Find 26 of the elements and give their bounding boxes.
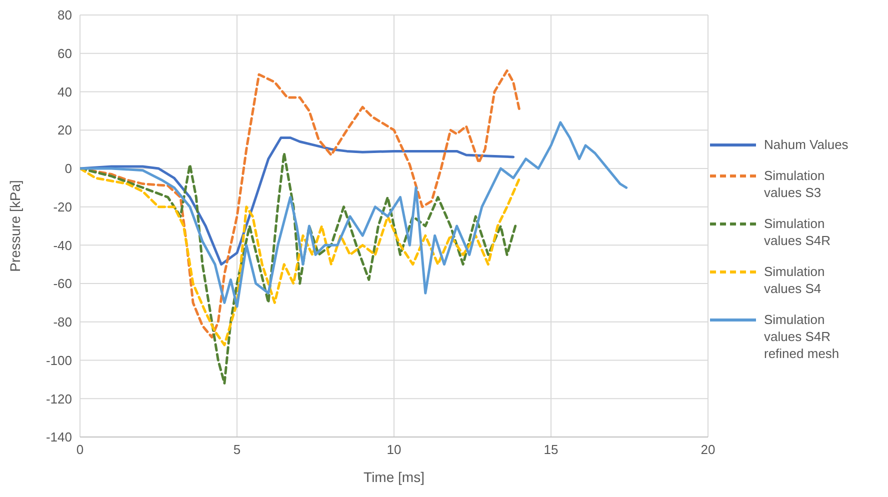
legend-label: Nahum Values — [764, 136, 850, 152]
x-tick-label: 0 — [76, 442, 84, 458]
y-tick-label: -20 — [53, 199, 72, 214]
y-tick-label: -120 — [46, 391, 72, 406]
line-series — [80, 121, 628, 308]
y-tick-label: -80 — [53, 314, 72, 330]
y-tick-label: -60 — [53, 276, 72, 292]
x-tick-label: 15 — [544, 442, 558, 458]
x-tick-label: 20 — [700, 442, 716, 458]
y-axis-title: Pressure [kPa] — [6, 180, 23, 272]
legend-label: Simulation values S4 — [764, 262, 826, 296]
y-tick-label: -140 — [46, 430, 72, 445]
y-tick-label: 60 — [58, 46, 72, 61]
y-tick-label: -40 — [53, 238, 72, 253]
line-series — [80, 167, 521, 346]
legend-label: Simulation values S4R refined mesh — [764, 310, 840, 362]
y-tick-label: 40 — [58, 84, 72, 100]
y-tick-label: 20 — [58, 122, 72, 138]
legend-label: Simulation values S3 — [764, 166, 826, 200]
y-tick-label: 80 — [58, 8, 72, 23]
x-tick-label: 5 — [233, 442, 241, 458]
y-tick-label: 0 — [64, 161, 72, 176]
legend-label: Simulation values S4R — [764, 214, 832, 248]
x-tick-label: 10 — [386, 442, 402, 458]
y-tick-label: -100 — [46, 352, 72, 368]
x-axis-title: Time [ms] — [364, 469, 424, 485]
